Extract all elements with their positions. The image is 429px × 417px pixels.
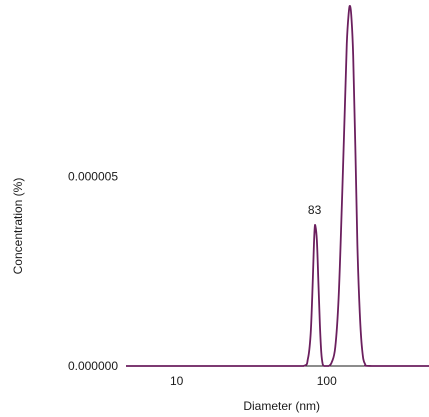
annotation-layer: 83 <box>308 203 322 217</box>
series-line <box>126 4 429 367</box>
x-tick-label: 100 <box>317 374 337 388</box>
x-tick-labels: 10 100 <box>170 374 337 388</box>
y-tick-label: 0.000000 <box>68 359 118 373</box>
y-tick-label: 0.000005 <box>68 170 118 184</box>
y-axis-label: Concentration (%) <box>11 178 25 275</box>
x-axis-label: Diameter (nm) <box>243 399 320 413</box>
series-layer <box>126 4 429 367</box>
x-tick-label: 10 <box>170 374 184 388</box>
y-tick-labels: 0.000000 0.000005 <box>68 170 118 373</box>
peak-label: 83 <box>308 203 322 217</box>
